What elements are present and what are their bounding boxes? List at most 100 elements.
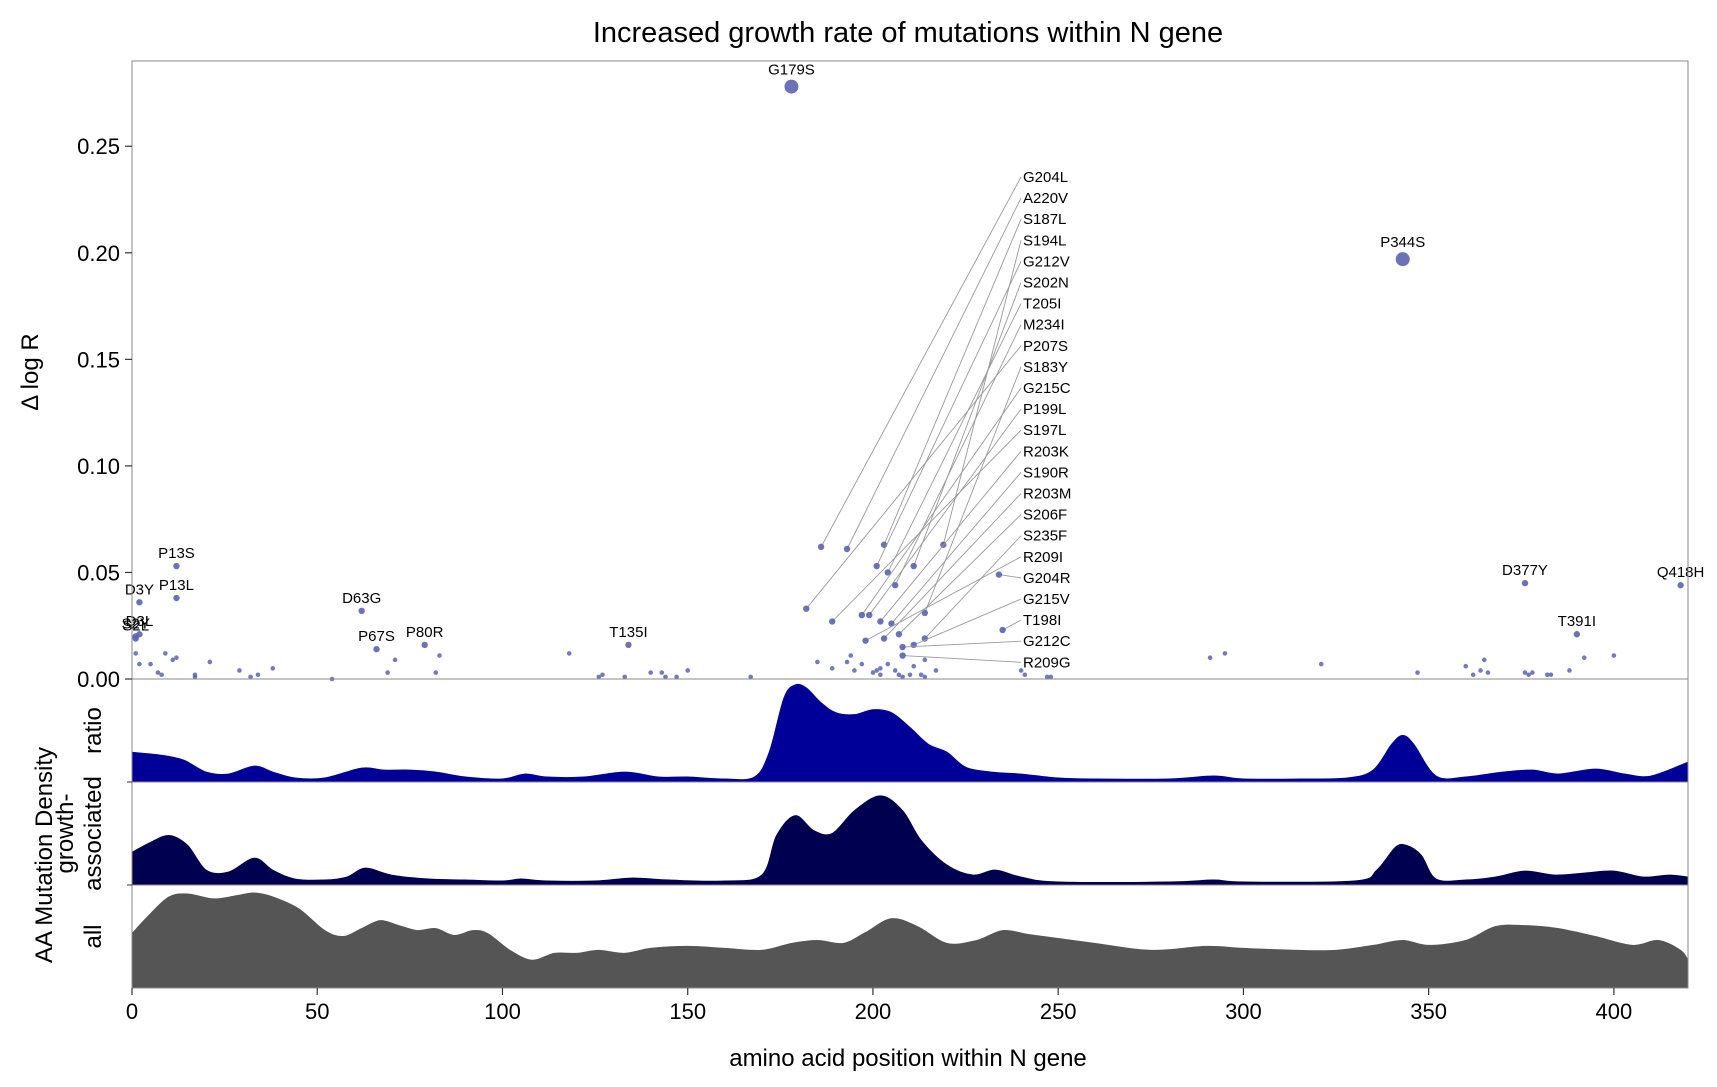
data-point: [137, 661, 142, 667]
data-point-G204L: [817, 543, 825, 551]
density-area-0: [131, 683, 1689, 783]
data-point: [1530, 670, 1535, 675]
leader-line-T198I: [1002, 619, 1022, 631]
data-point: [1044, 674, 1050, 680]
data-point-A220V: [843, 545, 851, 553]
data-point: [896, 672, 902, 678]
y-tick-label: 0.10: [77, 454, 120, 479]
point-label-S206F: S206F: [1023, 507, 1067, 524]
data-point-G212C: [899, 643, 906, 651]
y-tick-label: 0.05: [77, 560, 120, 585]
data-point: [600, 672, 605, 678]
data-point: [1485, 670, 1491, 675]
data-point: [874, 668, 879, 673]
leader-line-R209I: [865, 556, 1022, 642]
point-label-S197L: S197L: [1023, 422, 1066, 439]
data-point: [885, 661, 891, 667]
point-label-G215V: G215V: [1023, 591, 1070, 608]
point-label-G179S: G179S: [768, 62, 815, 79]
data-point: [159, 672, 164, 678]
point-label-R209G: R209G: [1023, 654, 1071, 671]
density-panel-label-0-0: ratio: [80, 707, 107, 754]
point-label-P207S: P207S: [1023, 338, 1068, 355]
point-label-S194L: S194L: [1023, 232, 1066, 249]
data-point: [892, 668, 898, 673]
data-point: [900, 674, 905, 680]
data-point: [844, 659, 850, 665]
data-point-P207S: [803, 605, 810, 612]
point-label-D3L: D3L: [126, 613, 154, 630]
leader-line-S202N: [913, 282, 1022, 567]
data-point: [648, 670, 653, 675]
point-label-S190R: S190R: [1023, 464, 1069, 481]
data-point-G212V: [873, 562, 880, 570]
data-point-T205I: [884, 569, 891, 576]
data-point-P80R: [421, 641, 428, 649]
data-point-R203K: [877, 618, 884, 625]
data-point-S202N: [910, 562, 917, 570]
density-area-1: [131, 795, 1689, 886]
leader-line-T205I: [887, 303, 1022, 573]
data-point: [163, 651, 168, 656]
data-point: [1611, 653, 1617, 658]
leader-line-G204R: [998, 574, 1022, 579]
leader-line-S235F: [924, 535, 1022, 639]
data-point: [1048, 674, 1054, 680]
point-label-P199L: P199L: [1023, 401, 1066, 418]
leader-line-S190R: [891, 472, 1022, 624]
data-point: [1526, 672, 1531, 678]
data-point: [907, 672, 913, 678]
point-label-P80R: P80R: [406, 624, 444, 641]
data-point: [1544, 672, 1550, 678]
data-point: [248, 674, 253, 680]
data-point: [192, 674, 198, 680]
point-label-P13S: P13S: [158, 545, 195, 562]
leader-line-G215C: [861, 387, 1022, 616]
point-label-Q418H: Q418H: [1657, 564, 1705, 581]
leader-line-R203M: [883, 493, 1022, 639]
data-point-S190R: [888, 620, 895, 627]
x-tick-label: 0: [126, 999, 138, 1024]
data-point: [911, 663, 917, 669]
data-point: [566, 651, 572, 656]
data-point: [1018, 668, 1024, 673]
point-label-S2Y: S2Y: [122, 615, 150, 632]
data-point: [433, 670, 439, 675]
chart-title: Increased growth rate of mutations withi…: [593, 17, 1223, 49]
leader-line-M234I: [894, 324, 1022, 586]
x-tick-label: 350: [1410, 999, 1447, 1024]
data-point-R209I: [862, 637, 869, 644]
leader-line-G215V: [913, 598, 1022, 646]
data-point: [1415, 670, 1420, 675]
data-point: [1481, 657, 1487, 663]
data-point-S206F: [895, 631, 903, 638]
data-point: [748, 674, 753, 680]
density-area-2: [131, 892, 1689, 989]
data-point: [1463, 663, 1469, 669]
data-point-R209G: [899, 652, 906, 659]
data-point-Q418H: [1677, 582, 1684, 589]
data-point: [922, 657, 928, 663]
data-point: [1478, 668, 1483, 673]
data-point: [255, 672, 261, 678]
data-point: [859, 661, 865, 667]
data-point: [1548, 672, 1554, 678]
data-point-T198I: [999, 626, 1006, 634]
data-point: [437, 653, 442, 658]
data-point-D3Y: [136, 599, 143, 606]
point-label-T198I: T198I: [1023, 612, 1061, 629]
data-point: [1567, 668, 1572, 673]
leader-line-A220V: [846, 197, 1022, 550]
data-point: [392, 657, 398, 663]
density-axis-title: AA Mutation Density: [31, 747, 58, 963]
y-tick-label: 0.00: [77, 667, 120, 692]
point-label-S235F: S235F: [1023, 528, 1067, 545]
data-point-P344S: [1395, 252, 1410, 267]
point-label-T391I: T391I: [1558, 613, 1596, 630]
axes: 0.00 0.05 0.10 0.15 0.20 0.25 0 50 100 150 200 250 3…: [77, 60, 1689, 1024]
density-panel-label-2-0: all: [80, 924, 107, 948]
data-point: [1522, 670, 1528, 675]
data-point-D377Y: [1521, 579, 1529, 587]
data-point: [674, 674, 679, 680]
